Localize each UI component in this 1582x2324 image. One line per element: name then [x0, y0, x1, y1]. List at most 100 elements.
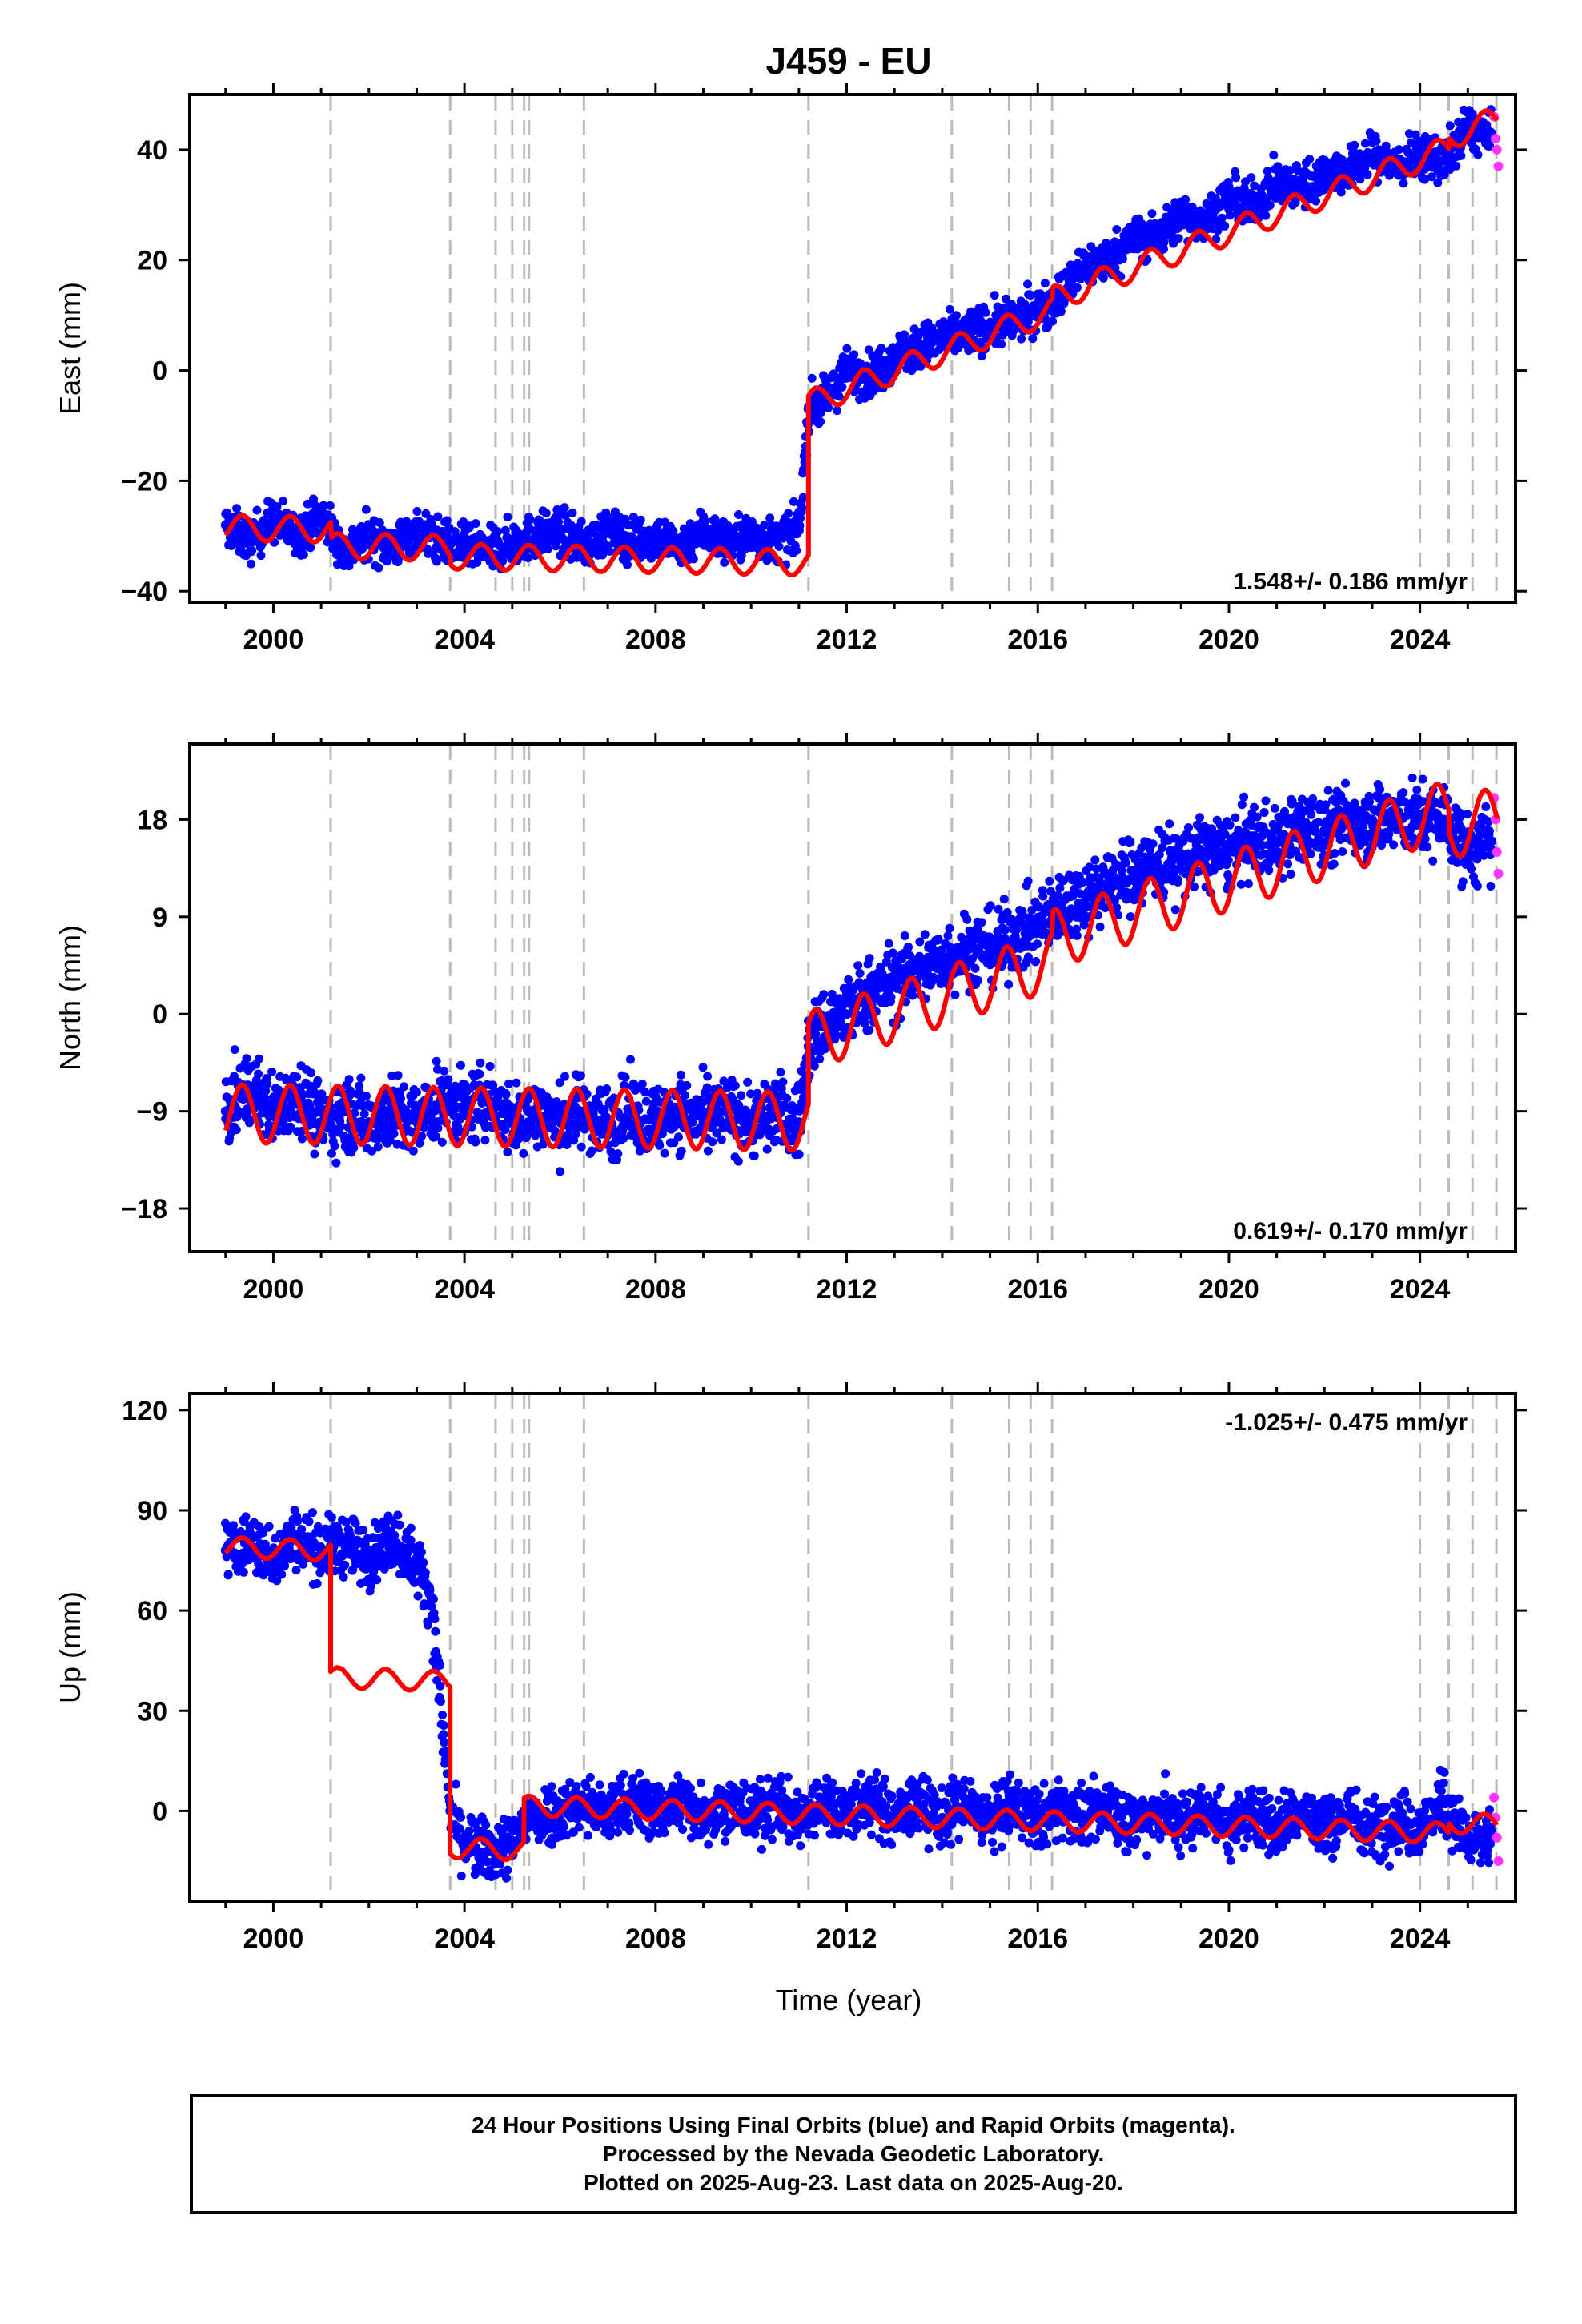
data-point	[362, 1092, 371, 1101]
x-tick-label: 2008	[625, 625, 686, 655]
data-point	[655, 1140, 665, 1150]
data-point	[1170, 905, 1180, 915]
data-point	[626, 1055, 635, 1064]
data-point	[1112, 225, 1122, 234]
data-point	[794, 1150, 804, 1159]
x-tick-label: 2016	[1007, 625, 1068, 655]
data-point	[1363, 170, 1372, 179]
data-point	[503, 513, 512, 521]
data-point	[730, 1081, 740, 1091]
data-point	[676, 1070, 685, 1080]
data-point	[313, 1076, 323, 1085]
data-point	[503, 1148, 512, 1156]
data-point	[1433, 178, 1443, 187]
data-point	[1247, 199, 1258, 210]
data-point	[1286, 166, 1295, 175]
final-orbits-points	[220, 105, 1497, 574]
data-point	[1184, 823, 1193, 833]
data-point	[317, 1089, 327, 1099]
data-point	[916, 361, 926, 371]
data-point	[1311, 196, 1321, 206]
data-point	[1439, 155, 1449, 166]
data-point	[685, 519, 695, 529]
data-point	[1237, 800, 1247, 810]
final-orbits-points	[220, 773, 1497, 1176]
y-tick-label: 20	[137, 246, 167, 276]
data-point	[1159, 244, 1168, 254]
rapid-orbit-point	[1490, 134, 1500, 144]
data-point	[386, 1136, 395, 1145]
data-point	[1231, 173, 1241, 183]
data-point	[937, 332, 947, 343]
data-point	[952, 311, 961, 320]
data-point	[977, 918, 986, 927]
data-point	[268, 514, 279, 525]
data-point	[299, 550, 308, 559]
data-point	[272, 502, 282, 512]
data-point	[279, 497, 287, 506]
data-point	[1319, 167, 1330, 177]
data-point	[837, 382, 847, 392]
data-point	[316, 509, 327, 519]
data-point	[1367, 150, 1377, 160]
data-point	[389, 1129, 399, 1138]
data-point	[681, 1091, 689, 1100]
data-point	[603, 525, 613, 536]
data-point	[310, 1149, 319, 1159]
data-point	[865, 954, 874, 963]
data-point	[917, 327, 927, 336]
data-point	[247, 559, 255, 569]
data-point	[1247, 173, 1256, 183]
data-point	[1231, 813, 1240, 822]
data-point	[703, 1146, 713, 1156]
data-point	[770, 537, 780, 547]
data-point	[1420, 175, 1429, 184]
data-point	[587, 1146, 596, 1156]
data-point	[1271, 178, 1282, 188]
data-point	[1355, 175, 1365, 184]
data-point	[970, 963, 980, 973]
data-point	[1152, 233, 1162, 243]
data-point	[1350, 140, 1359, 150]
data-point	[717, 1135, 726, 1144]
data-point	[1485, 141, 1495, 151]
data-point	[950, 990, 960, 999]
data-point	[1473, 150, 1483, 159]
data-point	[636, 515, 645, 525]
data-point	[1286, 870, 1295, 879]
data-point	[1343, 167, 1354, 177]
data-point	[1048, 316, 1058, 326]
data-point	[417, 1132, 427, 1141]
data-point	[468, 1122, 476, 1132]
data-point	[1056, 307, 1066, 316]
data-point	[997, 340, 1006, 349]
data-point	[519, 1148, 528, 1158]
data-point	[242, 1054, 251, 1063]
data-point	[330, 1141, 339, 1151]
data-point	[620, 1072, 630, 1082]
data-point	[1261, 211, 1271, 220]
data-point	[1445, 121, 1455, 131]
data-point	[572, 1129, 580, 1139]
data-point	[344, 561, 354, 571]
data-point	[1104, 255, 1114, 265]
data-point	[471, 519, 480, 529]
data-point	[1174, 234, 1183, 243]
data-point	[1023, 876, 1033, 886]
data-point	[274, 1085, 283, 1095]
data-point	[1305, 155, 1315, 164]
data-point	[552, 1098, 562, 1108]
data-point	[451, 1081, 460, 1091]
data-point	[1126, 837, 1135, 846]
data-point	[327, 1148, 336, 1158]
data-point	[433, 512, 443, 521]
data-point	[1395, 145, 1403, 155]
data-point	[799, 465, 808, 474]
data-point	[799, 1092, 808, 1102]
data-point	[945, 923, 954, 933]
data-point	[263, 1079, 272, 1088]
data-point	[444, 1075, 453, 1084]
data-point	[361, 505, 371, 514]
data-point	[1080, 260, 1090, 271]
